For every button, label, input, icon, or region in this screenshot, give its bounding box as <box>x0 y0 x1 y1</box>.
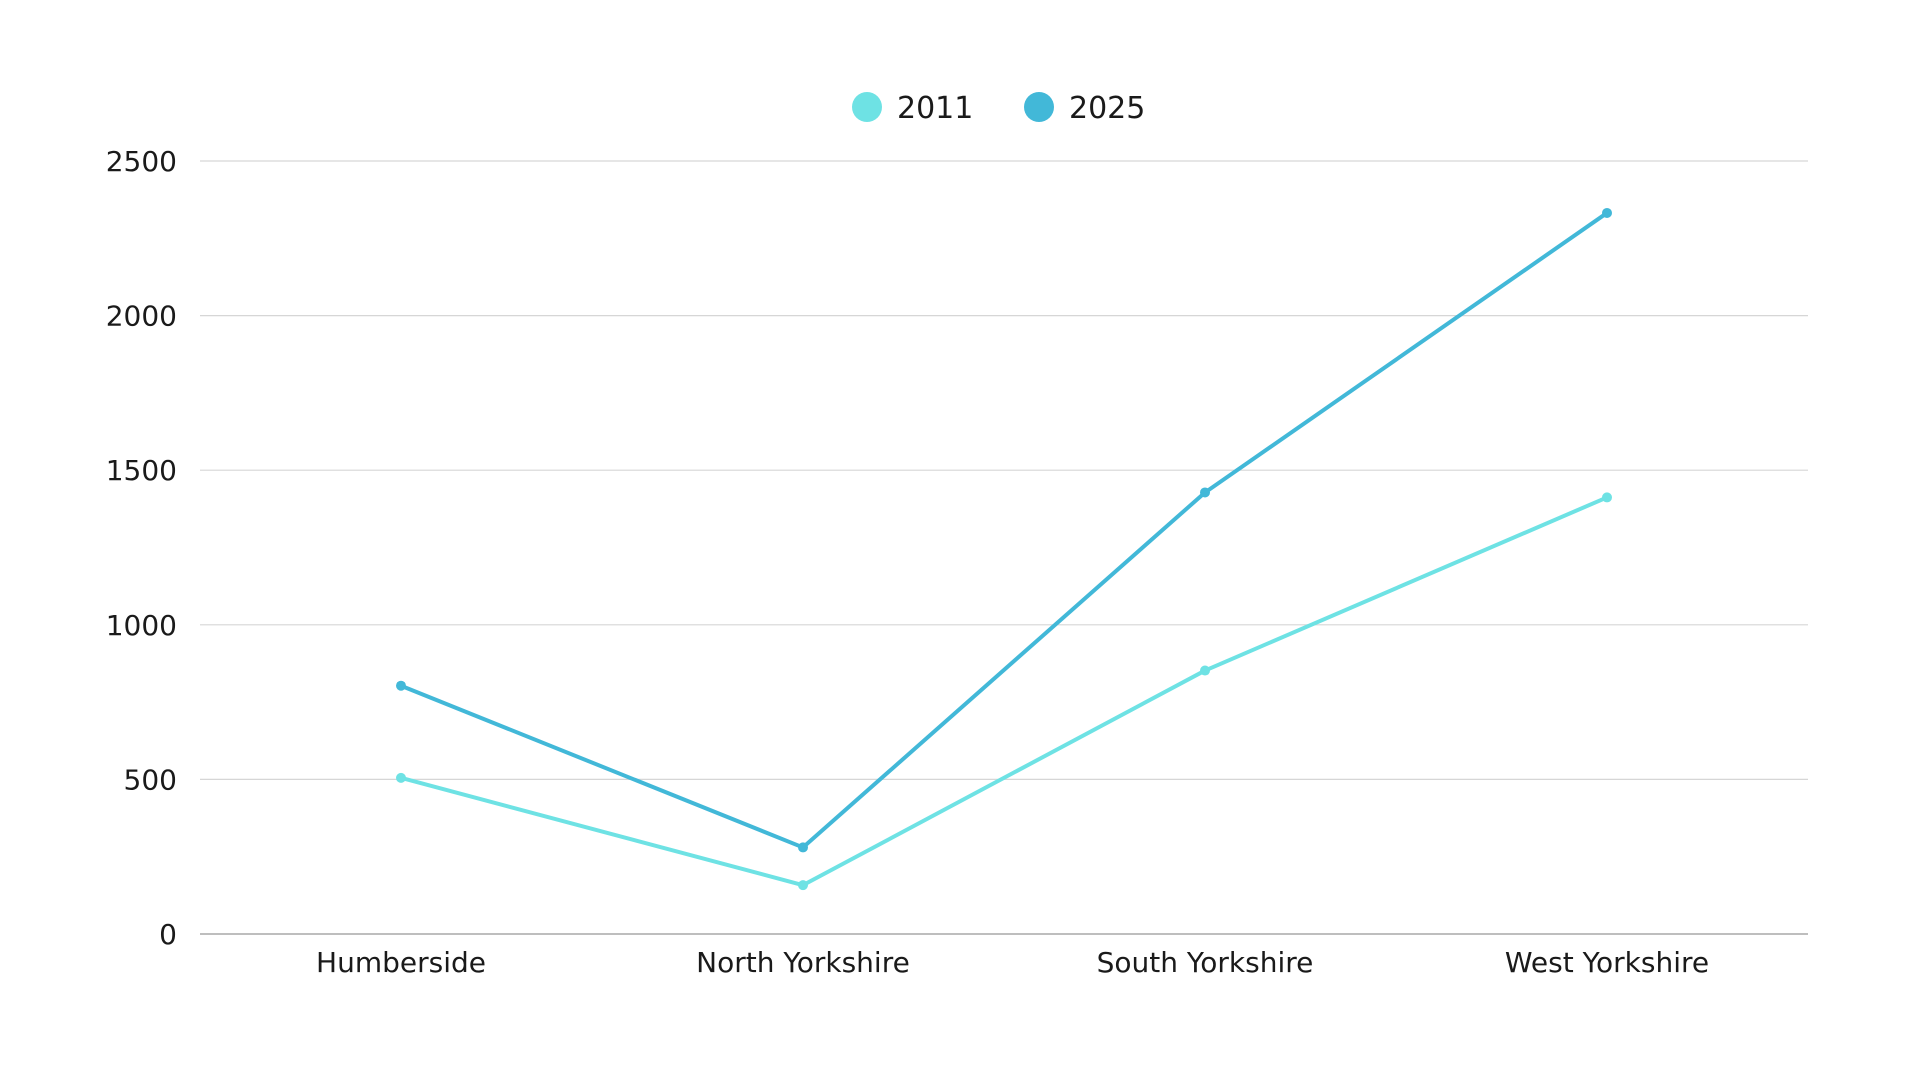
data-point-2011-1 <box>798 880 808 891</box>
data-point-2011-3 <box>1602 492 1612 503</box>
data-point-2025-2 <box>1200 487 1210 498</box>
y-tick-label: 1500 <box>106 454 177 487</box>
gridlines <box>200 160 1808 781</box>
data-point-2011-0 <box>396 772 406 783</box>
x-tick-labels: Humberside North Yorkshire South Yorkshire… <box>316 946 1709 979</box>
data-point-2025-1 <box>798 842 808 853</box>
legend: 2011 2025 <box>852 91 1145 126</box>
x-tick-label: Humberside <box>316 946 486 979</box>
x-tick-label: West Yorkshire <box>1505 946 1709 979</box>
x-tick-label: North Yorkshire <box>696 946 910 979</box>
y-tick-labels: 0 500 1000 1500 2000 2500 <box>106 145 177 951</box>
series-line-2025 <box>399 210 1609 850</box>
y-tick-label: 2500 <box>106 145 177 178</box>
legend-label: 2011 <box>897 91 973 126</box>
series-lines <box>396 207 1612 891</box>
y-tick-label: 500 <box>124 763 177 796</box>
legend-swatch-2025 <box>1024 92 1054 122</box>
data-point-2011-2 <box>1200 665 1210 676</box>
y-tick-label: 1000 <box>106 609 177 642</box>
y-tick-label: 2000 <box>106 300 177 333</box>
data-point-2025-0 <box>396 680 406 691</box>
x-tick-label: South Yorkshire <box>1097 946 1314 979</box>
legend-label: 2025 <box>1069 91 1145 126</box>
y-tick-label: 0 <box>159 918 177 951</box>
series-line-2011 <box>399 495 1609 888</box>
legend-swatch-2011 <box>852 92 882 122</box>
data-point-2025-3 <box>1602 207 1612 218</box>
